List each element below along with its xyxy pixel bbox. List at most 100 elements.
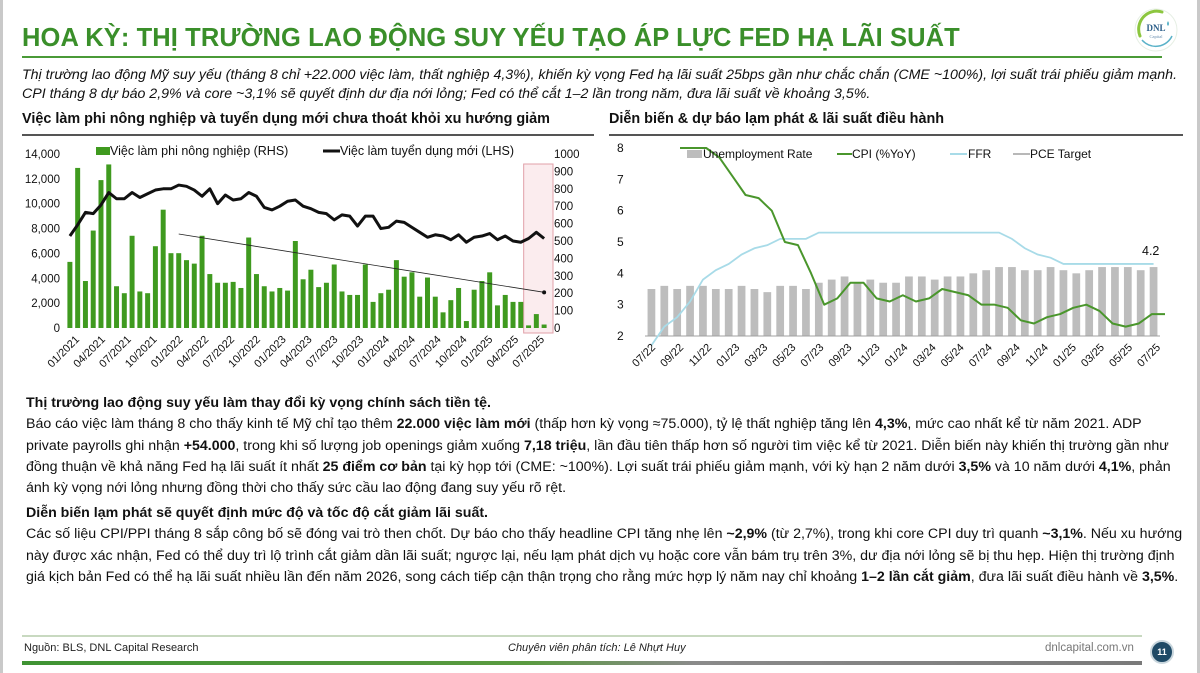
svg-text:100: 100	[554, 306, 573, 318]
summary-text: Thị trường lao động Mỹ suy yếu (tháng 8 …	[22, 67, 1178, 102]
chart-title-rule	[609, 134, 1183, 136]
svg-text:09/23: 09/23	[827, 342, 855, 370]
svg-text:03/23: 03/23	[742, 342, 770, 370]
bar	[1046, 267, 1055, 336]
svg-text:300: 300	[554, 271, 573, 283]
bar	[487, 272, 493, 328]
bar	[75, 167, 81, 328]
inflation-rate-chart: 8 7 6 5 4 3 2 4.2 Unemployment Rate CPI (%YoY) FFR…	[605, 138, 1187, 390]
chart-title-employment: Việc làm phi nông nghiệp và tuyển dụng m…	[22, 111, 550, 127]
bar	[106, 164, 112, 328]
bar	[1098, 267, 1106, 336]
bar	[686, 285, 694, 336]
bar	[853, 282, 862, 336]
bar	[285, 290, 291, 328]
svg-text:5: 5	[617, 235, 624, 249]
svg-text:7: 7	[617, 172, 624, 186]
hires-line	[68, 183, 546, 244]
bar	[827, 279, 836, 336]
svg-text:400: 400	[554, 253, 573, 265]
bar	[238, 287, 244, 328]
bar	[300, 279, 306, 328]
svg-text:11/23: 11/23	[855, 342, 882, 369]
bar	[1008, 267, 1016, 336]
title-divider	[22, 56, 1162, 58]
bar	[401, 276, 407, 328]
svg-text:3: 3	[617, 298, 624, 312]
bar	[215, 282, 221, 328]
page-number-badge: 11	[1150, 640, 1174, 664]
cpi-line	[680, 147, 1165, 328]
svg-text:2: 2	[617, 329, 624, 343]
bar	[316, 287, 322, 328]
dnl-capital-logo-icon: DNL Capital	[1132, 6, 1180, 54]
svg-text:0: 0	[554, 323, 560, 335]
bar	[995, 267, 1003, 336]
svg-text:4: 4	[617, 266, 624, 280]
trend-arrow	[178, 233, 545, 293]
svg-text:01/24: 01/24	[883, 342, 911, 370]
page-title: HOA KỲ: THỊ TRƯỜNG LAO ĐỘNG SUY YẾU TẠO …	[22, 24, 960, 52]
svg-text:6,000: 6,000	[31, 248, 60, 260]
svg-text:07/22: 07/22	[630, 342, 658, 370]
svg-text:1000: 1000	[554, 149, 580, 161]
bar	[160, 209, 166, 328]
svg-text:05/25: 05/25	[1107, 342, 1135, 370]
svg-text:12,000: 12,000	[25, 174, 60, 186]
bar	[393, 260, 399, 328]
svg-text:07/25: 07/25	[1135, 342, 1163, 370]
bar	[518, 301, 524, 328]
svg-text:03/25: 03/25	[1079, 342, 1107, 370]
bar	[323, 282, 329, 328]
bar	[191, 263, 197, 328]
svg-text:2,000: 2,000	[31, 298, 60, 310]
svg-text:Việc làm tuyển dụng mới (LHS): Việc làm tuyển dụng mới (LHS)	[340, 144, 514, 158]
bar	[892, 282, 900, 336]
svg-text:10,000: 10,000	[25, 199, 60, 211]
svg-text:900: 900	[554, 166, 573, 178]
logo-text: DNL	[1146, 23, 1165, 33]
svg-text:05/23: 05/23	[770, 342, 798, 370]
svg-text:700: 700	[554, 201, 573, 213]
bar	[673, 289, 682, 336]
bar	[253, 274, 259, 328]
bar	[121, 293, 127, 328]
bar	[526, 325, 532, 328]
bar	[1111, 267, 1119, 336]
bar	[763, 292, 772, 336]
bar	[277, 287, 283, 328]
svg-text:200: 200	[554, 288, 573, 300]
bar	[152, 246, 158, 328]
bar	[448, 300, 454, 328]
bar	[261, 286, 267, 328]
svg-text:500: 500	[554, 236, 573, 248]
footer-website-link[interactable]: dnlcapital.com.vn	[1045, 642, 1134, 654]
bar	[711, 289, 720, 336]
bar	[1136, 270, 1145, 336]
logo-subtext: Capital	[1150, 34, 1164, 39]
bar	[176, 253, 182, 328]
bar	[1072, 273, 1081, 336]
section-heading: Thị trường lao động suy yếu làm thay đổi…	[26, 395, 491, 411]
footer-divider-top	[22, 635, 1142, 637]
chart-title-inflation: Diễn biến & dự báo lạm phát & lãi suất đ…	[609, 111, 945, 127]
bar	[930, 279, 939, 336]
section-heading: Diễn biến lạm phát sẽ quyết định mức độ …	[26, 505, 489, 521]
bar	[355, 294, 361, 328]
bar	[417, 296, 423, 328]
bar	[471, 289, 477, 328]
svg-text:6: 6	[617, 204, 624, 218]
ffr-line	[650, 231, 1154, 346]
bar	[129, 235, 135, 328]
bar	[840, 276, 849, 336]
bar	[456, 287, 462, 328]
section-paragraph: Các số liệu CPI/PPI tháng 8 sắp công bố …	[26, 526, 1183, 585]
bar	[494, 305, 500, 328]
bar	[362, 264, 368, 328]
svg-text:8,000: 8,000	[31, 224, 60, 236]
footer-divider-bottom	[22, 661, 1142, 665]
bar	[409, 272, 415, 328]
bar	[660, 285, 669, 336]
bar	[737, 285, 746, 336]
bar	[207, 274, 213, 328]
